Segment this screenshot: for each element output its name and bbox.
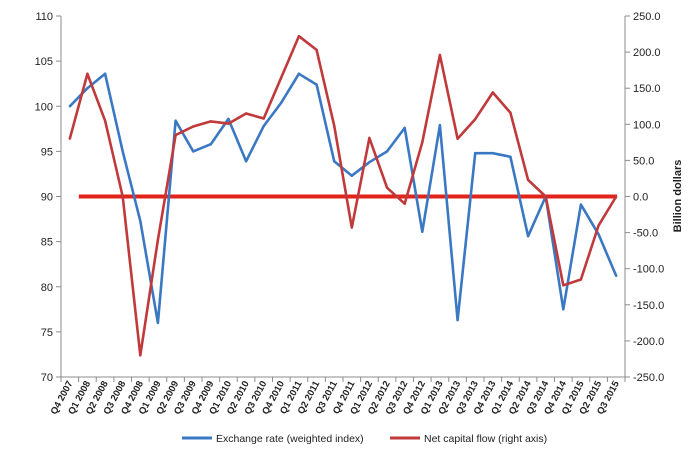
point-exchange-rate [403,126,406,130]
point-net-capital-flow [615,195,618,198]
point-exchange-rate [192,150,195,153]
point-exchange-rate [385,150,389,153]
point-exchange-rate [139,219,142,223]
point-exchange-rate [526,235,530,238]
point-net-capital-flow [244,112,248,115]
legend-label-exchange-rate: Exchange rate (weighted index) [216,433,364,445]
point-net-capital-flow [209,120,212,123]
series-group [68,34,618,357]
point-exchange-rate [491,152,494,155]
point-exchange-rate [562,308,565,311]
point-net-capital-flow [579,278,583,281]
point-net-capital-flow [68,137,72,140]
point-exchange-rate [156,321,160,325]
point-exchange-rate [333,160,336,163]
point-net-capital-flow [86,72,89,76]
point-exchange-rate [509,155,512,158]
point-exchange-rate [121,150,124,153]
right-tick-label: 50.0 [633,155,654,167]
point-net-capital-flow [156,238,160,241]
point-exchange-rate [368,161,371,164]
legend-label-net-capital-flow: Net capital flow (right axis) [424,433,547,445]
point-exchange-rate [297,72,301,76]
left-tick-label: 75 [41,327,53,339]
point-net-capital-flow [562,284,565,287]
left-tick-label: 85 [41,237,53,249]
point-net-capital-flow [509,111,512,114]
right-tick-label: -250.0 [633,372,664,384]
left-tick-label: 90 [41,192,53,204]
point-net-capital-flow [403,202,406,205]
point-net-capital-flow [262,117,265,120]
legend: Exchange rate (weighted index) Net capit… [182,433,547,445]
point-net-capital-flow [368,136,371,140]
right-tick-label: 0.0 [633,192,648,204]
point-exchange-rate [315,83,318,86]
point-exchange-rate [350,174,353,177]
series-line-net-capital-flow [68,34,618,357]
point-exchange-rate [438,124,442,127]
right-tick-label: -50.0 [633,228,658,240]
point-net-capital-flow [315,48,318,52]
point-net-capital-flow [227,122,230,125]
right-tick-label: -150.0 [633,300,664,312]
point-net-capital-flow [121,195,124,198]
left-tick-label: 105 [35,56,53,68]
point-exchange-rate [474,152,477,155]
right-axis-title: Billion dollars [672,160,684,233]
point-exchange-rate [103,72,107,76]
series-line-exchange-rate [68,72,618,325]
point-exchange-rate [262,124,265,128]
left-tick-label: 100 [35,101,53,113]
right-tick-label: 250.0 [633,11,661,23]
left-tick-label: 70 [41,372,53,384]
point-net-capital-flow [103,119,107,122]
point-net-capital-flow [456,137,459,140]
point-net-capital-flow [438,53,442,57]
left-tick-label: 80 [41,282,53,294]
point-exchange-rate [579,203,583,206]
right-tick-label: 150.0 [633,83,661,95]
point-exchange-rate [86,87,89,90]
left-tick-label: 110 [35,11,53,23]
right-tick-label: -100.0 [633,264,664,276]
point-net-capital-flow [139,354,142,357]
left-tick-label: 95 [41,146,53,158]
right-tick-label: 200.0 [633,47,661,59]
point-net-capital-flow [350,226,353,229]
point-exchange-rate [227,117,230,121]
left-axis-ticks: 110 105 100 95 90 85 80 75 70 [35,11,61,384]
point-net-capital-flow [474,118,477,121]
point-net-capital-flow [280,76,283,79]
point-net-capital-flow [491,91,494,94]
point-exchange-rate [615,274,618,278]
point-net-capital-flow [174,133,177,137]
point-exchange-rate [209,143,212,146]
point-net-capital-flow [597,224,600,227]
point-net-capital-flow [333,124,336,127]
point-net-capital-flow [421,141,424,144]
point-net-capital-flow [544,195,547,198]
point-exchange-rate [456,318,459,322]
point-exchange-rate [280,101,283,104]
point-net-capital-flow [297,35,301,38]
point-exchange-rate [174,119,177,122]
right-tick-label: -200.0 [633,336,664,348]
point-exchange-rate [244,160,248,163]
point-net-capital-flow [385,186,389,189]
point-exchange-rate [421,230,424,233]
point-exchange-rate [68,105,72,108]
point-exchange-rate [597,233,600,236]
right-tick-label: 100.0 [633,119,661,131]
right-axis-ticks: 250.0 200.0 150.0 100.0 50.0 0.0 -50.0 -100.0 -1… [625,11,664,384]
point-net-capital-flow [526,178,530,182]
point-net-capital-flow [192,125,195,128]
